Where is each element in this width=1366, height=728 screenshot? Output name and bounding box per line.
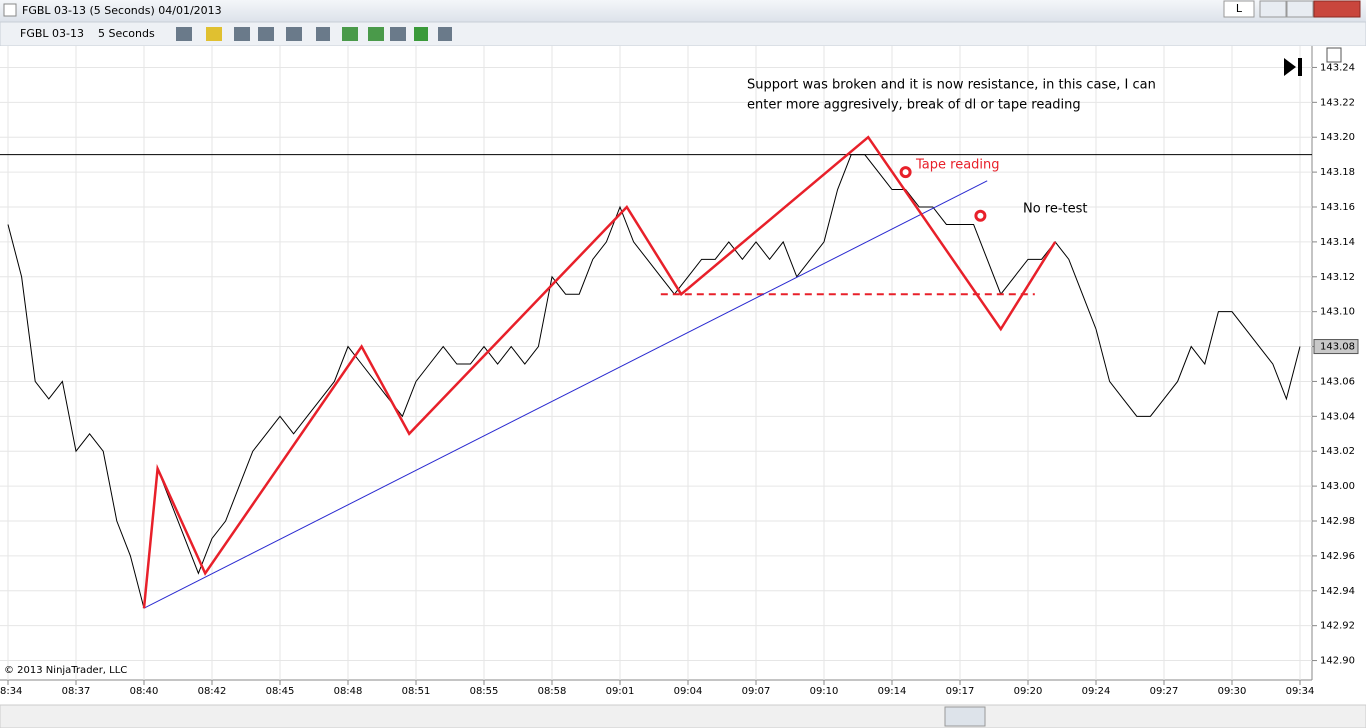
f-button[interactable] xyxy=(1326,47,1342,63)
x-tick-label: 09:27 xyxy=(1150,686,1179,697)
x-tick-label: 08:34 xyxy=(0,686,22,697)
price-line xyxy=(7,154,1301,609)
x-tick-label: 09:30 xyxy=(1218,686,1247,697)
x-tick-label: 09:10 xyxy=(810,686,839,697)
marker xyxy=(974,209,987,222)
x-tick-label: 08:42 xyxy=(198,686,227,697)
x-tick-label: 08:37 xyxy=(62,686,91,697)
toolbar xyxy=(0,21,1366,47)
y-tick-label: 143.12 xyxy=(1320,272,1355,283)
x-tick-label: 08:48 xyxy=(334,686,363,697)
instrument-selector[interactable]: FGBL 03-13 xyxy=(20,27,84,40)
marker xyxy=(899,166,912,179)
x-tick-label: 09:17 xyxy=(946,686,975,697)
maximize-button[interactable] xyxy=(1286,0,1314,18)
y-tick-label: 143.16 xyxy=(1320,202,1355,213)
chart-area xyxy=(0,46,1366,704)
x-tick-label: 08:58 xyxy=(538,686,567,697)
y-tick-label: 142.96 xyxy=(1320,551,1355,562)
x-tick-label: 08:40 xyxy=(130,686,159,697)
last-price-box xyxy=(1313,339,1359,355)
annotation-tape: Tape reading xyxy=(915,158,1000,173)
y-tick-label: 143.20 xyxy=(1320,132,1355,143)
app-icon xyxy=(3,3,17,17)
x-tick-label: 08:55 xyxy=(470,686,499,697)
trendline xyxy=(143,180,988,609)
x-tick-label: 09:01 xyxy=(606,686,635,697)
period-selector[interactable]: 5 Seconds xyxy=(98,27,155,40)
y-tick-label: 143.18 xyxy=(1320,167,1355,178)
y-tick-label: 142.90 xyxy=(1320,656,1355,667)
y-tick-label: 143.06 xyxy=(1320,376,1355,387)
minimize-button[interactable] xyxy=(1259,0,1287,18)
x-tick-label: 09:24 xyxy=(1082,686,1111,697)
annotation-retest: No re-test xyxy=(1023,202,1088,217)
x-tick-label: 09:34 xyxy=(1286,686,1315,697)
link-button[interactable] xyxy=(1223,0,1255,18)
y-tick-label: 143.22 xyxy=(1320,97,1355,108)
copyright: © 2013 NinjaTrader, LLC xyxy=(4,665,127,676)
link-button-label[interactable]: L xyxy=(1236,2,1243,15)
title-bar xyxy=(0,0,1366,22)
y-tick-label: 143.24 xyxy=(1320,62,1355,73)
zigzag xyxy=(142,135,1057,609)
close-button[interactable] xyxy=(1313,0,1361,18)
y-tick-label: 142.94 xyxy=(1320,586,1355,597)
annotation-note: enter more aggresively, break of dl or t… xyxy=(747,98,1081,113)
scrollbar xyxy=(0,704,1366,728)
y-tick-label: 143.00 xyxy=(1320,481,1355,492)
scroll-end-button[interactable] xyxy=(1284,58,1302,76)
x-tick-label: 08:45 xyxy=(266,686,295,697)
toolbar-icons[interactable] xyxy=(176,27,452,41)
x-tick-label: 09:20 xyxy=(1014,686,1043,697)
y-tick-label: 143.04 xyxy=(1320,411,1355,422)
scroll-thumb[interactable] xyxy=(944,706,986,727)
x-tick-label: 09:07 xyxy=(742,686,771,697)
annotation-note: Support was broken and it is now resista… xyxy=(747,78,1156,93)
window-title: FGBL 03-13 (5 Seconds) 04/01/2013 xyxy=(22,4,222,17)
y-tick-label: 142.98 xyxy=(1320,516,1355,527)
x-tick-label: 08:51 xyxy=(402,686,431,697)
x-tick-label: 09:04 xyxy=(674,686,703,697)
y-tick-label: 142.92 xyxy=(1320,621,1355,632)
last-price-label: 143.08 xyxy=(1320,342,1355,353)
y-tick-label: 143.02 xyxy=(1320,446,1355,457)
y-tick-label: 143.10 xyxy=(1320,307,1355,318)
y-tick-label: 143.14 xyxy=(1320,237,1355,248)
x-tick-label: 09:14 xyxy=(878,686,907,697)
